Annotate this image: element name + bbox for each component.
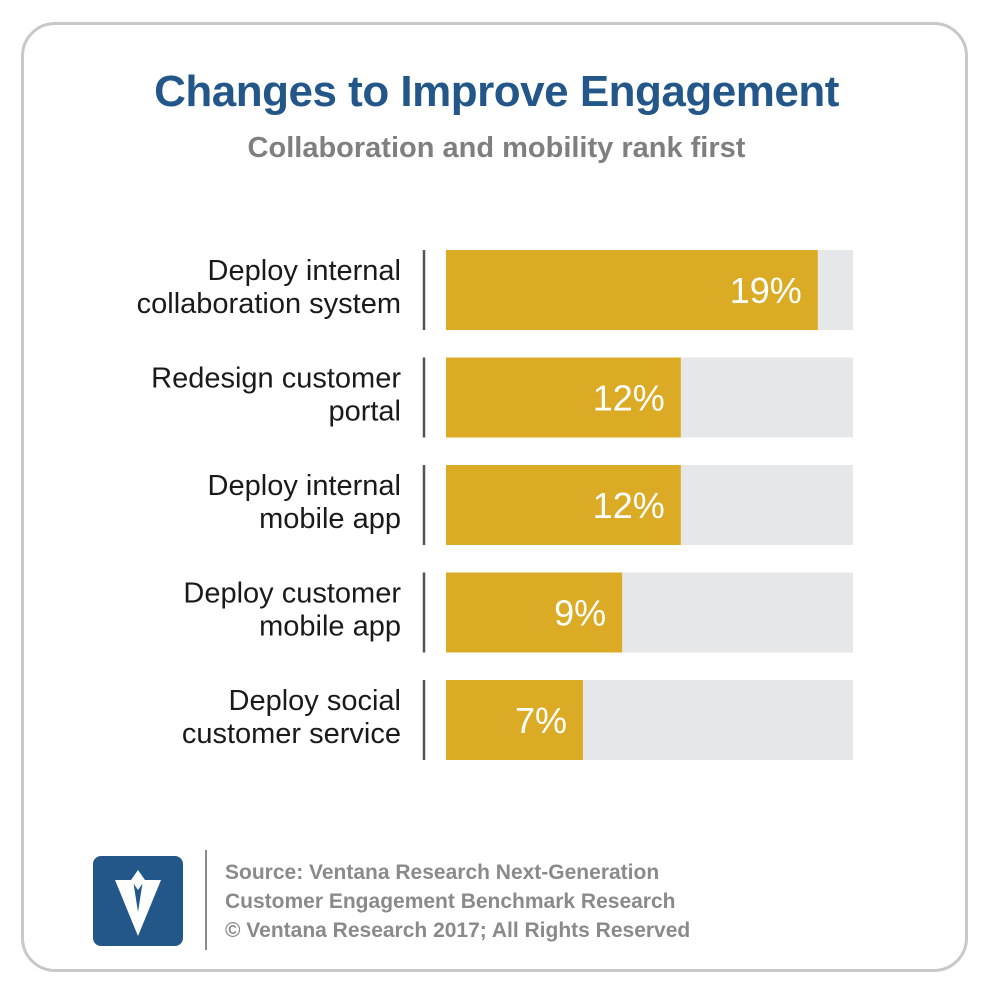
category-label: mobile app <box>259 611 401 643</box>
data-label: 12% <box>593 485 665 526</box>
category-label: Deploy internal <box>208 470 401 502</box>
category-label: Deploy social <box>229 685 401 717</box>
data-label: 9% <box>554 593 606 634</box>
footer-divider <box>205 850 207 950</box>
category-label: collaboration system <box>137 288 401 320</box>
source-line: Customer Engagement Benchmark Research <box>225 890 676 913</box>
category-label: Redesign customer <box>151 363 401 395</box>
category-label: mobile app <box>259 503 401 535</box>
category-label: portal <box>328 396 401 428</box>
chart-title: Changes to Improve Engagement <box>154 67 839 116</box>
chart-subtitle: Collaboration and mobility rank first <box>247 132 746 164</box>
source-line: Source: Ventana Research Next-Generation <box>225 861 660 884</box>
bar <box>446 250 818 330</box>
bar <box>446 465 681 545</box>
category-label: Deploy customer <box>183 578 401 610</box>
bar <box>446 680 583 760</box>
bar <box>446 572 623 653</box>
copyright-line: © Ventana Research 2017; All Rights Rese… <box>225 919 691 942</box>
category-label: Deploy internal <box>208 255 401 287</box>
data-label: 12% <box>593 378 665 419</box>
bar <box>446 357 681 438</box>
data-label: 19% <box>730 270 802 311</box>
data-label: 7% <box>515 700 567 741</box>
ventana-v-logo-icon <box>93 856 183 946</box>
source-text: Source: Ventana Research Next-Generation… <box>225 858 690 945</box>
category-label: customer service <box>182 718 401 750</box>
